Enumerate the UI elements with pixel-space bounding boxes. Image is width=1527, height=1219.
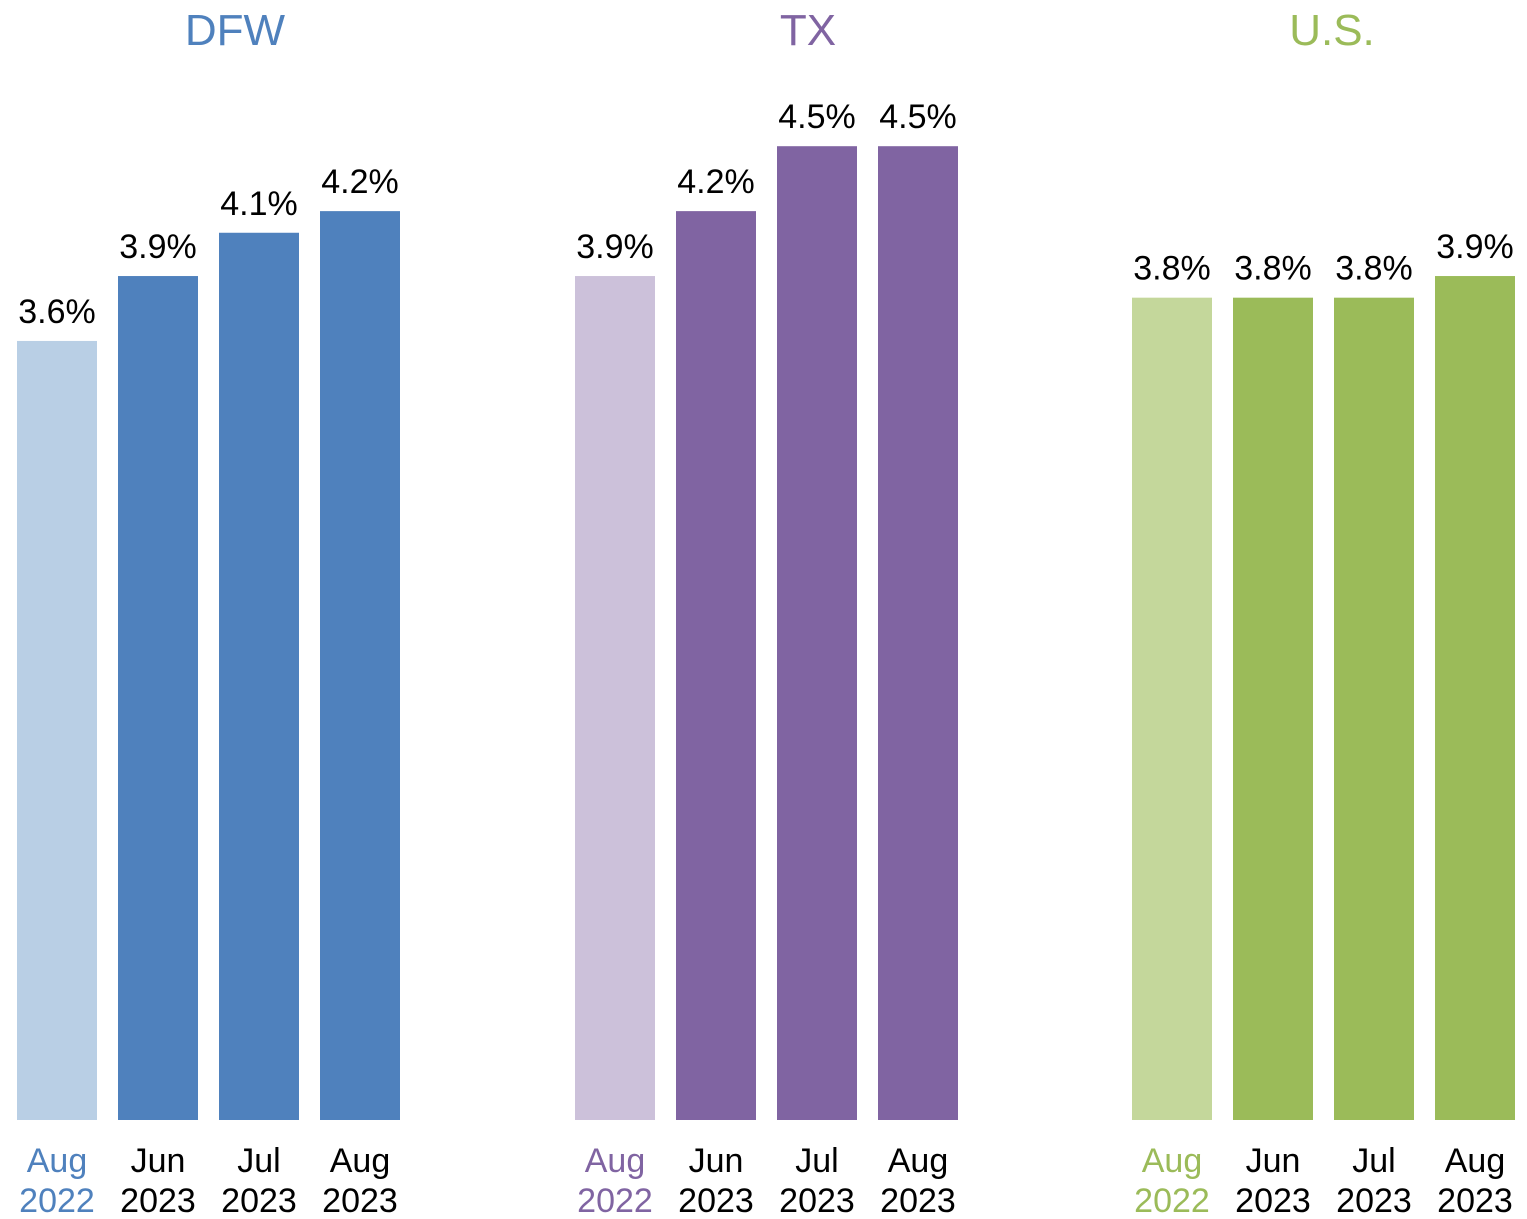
x-tick-line: Aug	[27, 1142, 88, 1180]
x-tick-line: 2022	[19, 1182, 95, 1219]
value-label: 3.8%	[1234, 250, 1312, 288]
x-tick-line: Aug	[585, 1142, 646, 1180]
bar	[878, 146, 958, 1120]
value-label: 4.5%	[778, 98, 856, 136]
x-tick-label: Aug 2023	[1437, 1142, 1513, 1219]
bar	[320, 211, 400, 1120]
x-tick-line: 2023	[779, 1182, 855, 1219]
x-tick-line: Jul	[795, 1142, 838, 1180]
x-tick-line: 2022	[1134, 1182, 1210, 1219]
bar	[118, 276, 198, 1120]
x-tick-line: 2023	[322, 1182, 398, 1219]
bar	[1233, 297, 1313, 1120]
x-tick-line: Jun	[131, 1142, 186, 1180]
x-tick-label: Aug 2022	[19, 1142, 95, 1219]
x-tick-label: Jul 2023	[1336, 1142, 1412, 1219]
value-label: 3.6%	[18, 293, 96, 331]
value-label: 4.2%	[321, 163, 399, 201]
x-tick-line: 2023	[1336, 1182, 1412, 1219]
value-label: 3.8%	[1335, 250, 1413, 288]
x-tick-line: 2023	[678, 1182, 754, 1219]
x-tick-line: 2023	[221, 1182, 297, 1219]
x-tick-line: 2023	[120, 1182, 196, 1219]
value-label: 3.9%	[576, 228, 654, 266]
chart-title: U.S.	[1289, 6, 1375, 55]
bar	[575, 276, 655, 1120]
value-label: 4.1%	[220, 185, 298, 223]
chart-title: TX	[780, 6, 836, 55]
x-tick-label: Aug 2022	[1134, 1142, 1210, 1219]
value-label: 4.2%	[677, 163, 755, 201]
x-tick-line: Aug	[888, 1142, 949, 1180]
x-tick-label: Aug 2023	[322, 1142, 398, 1219]
x-tick-line: Jun	[1246, 1142, 1301, 1180]
x-tick-line: 2023	[1437, 1182, 1513, 1219]
x-tick-line: Jul	[1352, 1142, 1395, 1180]
x-tick-line: Aug	[1142, 1142, 1203, 1180]
x-tick-label: Jul 2023	[779, 1142, 855, 1219]
x-tick-label: Jun 2023	[678, 1142, 754, 1219]
x-tick-line: Jun	[689, 1142, 744, 1180]
bar	[219, 232, 299, 1120]
x-tick-label: Jun 2023	[120, 1142, 196, 1219]
x-tick-label: Aug 2023	[880, 1142, 956, 1219]
bar	[1132, 297, 1212, 1120]
x-tick-label: Jul 2023	[221, 1142, 297, 1219]
bar	[1334, 297, 1414, 1120]
value-label: 4.5%	[879, 98, 957, 136]
value-label: 3.8%	[1133, 250, 1211, 288]
bar	[676, 211, 756, 1120]
x-tick-line: Aug	[1445, 1142, 1506, 1180]
x-tick-line: 2023	[1235, 1182, 1311, 1219]
x-tick-label: Jun 2023	[1235, 1142, 1311, 1219]
bar	[777, 146, 857, 1120]
x-tick-line: 2023	[880, 1182, 956, 1219]
value-label: 3.9%	[119, 228, 197, 266]
chart-title: DFW	[185, 6, 286, 55]
bar	[1435, 276, 1515, 1120]
x-tick-line: Jul	[237, 1142, 280, 1180]
x-tick-line: Aug	[330, 1142, 391, 1180]
value-label: 3.9%	[1436, 228, 1514, 266]
bar	[17, 340, 97, 1121]
x-tick-line: 2022	[577, 1182, 653, 1219]
x-tick-label: Aug 2022	[577, 1142, 653, 1219]
